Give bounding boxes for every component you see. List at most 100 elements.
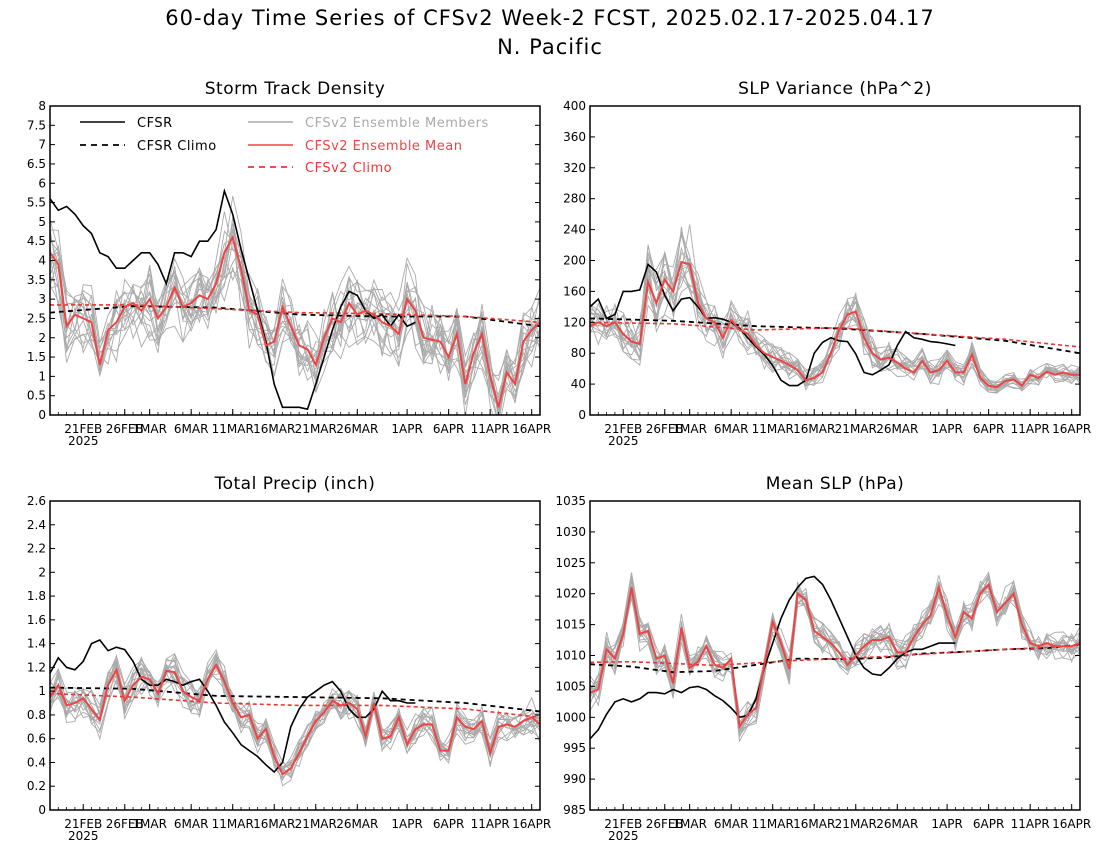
- x-tick-label: 11APR: [471, 422, 510, 436]
- ensemble-member-line: [50, 258, 540, 405]
- x-tick-label: 26FEB: [106, 422, 144, 436]
- x-tick-year-label: 2025: [68, 829, 99, 843]
- y-tick-label: 7: [38, 138, 46, 152]
- plot-area: [50, 188, 540, 415]
- y-tick-label: 2.6: [27, 494, 46, 508]
- y-tick-label: 990: [563, 772, 586, 786]
- y-tick-label: 985: [563, 803, 586, 817]
- y-tick-label: 240: [563, 223, 586, 237]
- ensemble-member-line: [590, 263, 1080, 392]
- x-tick-label: 11APR: [1011, 817, 1050, 831]
- y-tick-label: 2: [38, 331, 46, 345]
- ensemble-member-line: [590, 583, 1080, 737]
- cfsv2-climo-line: [50, 692, 540, 719]
- cfsr-climo-line: [590, 317, 1080, 355]
- y-tick-label: 1025: [555, 556, 586, 570]
- y-tick-label: 0: [38, 408, 46, 422]
- x-tick-label: 16MAR: [793, 817, 835, 831]
- y-tick-label: 6.5: [27, 157, 46, 171]
- cfsr-climo-line: [50, 686, 540, 713]
- x-tick-label: 26MAR: [876, 817, 918, 831]
- x-tick-label: 6APR: [433, 817, 464, 831]
- plot-area: [50, 639, 540, 787]
- x-tick-year-label: 2025: [608, 434, 639, 448]
- cfsv2-climo-line: [590, 644, 1080, 667]
- cfsv2-climo-line: [590, 321, 1080, 348]
- y-tick-label: 1020: [555, 587, 586, 601]
- x-tick-label: 11MAR: [752, 422, 794, 436]
- y-tick-label: 0.5: [27, 389, 46, 403]
- panel-title: SLP Variance (hPa^2): [738, 79, 932, 99]
- plot-frame: [49, 500, 541, 811]
- ensemble-member-line: [50, 229, 540, 415]
- x-tick-label: 1MAR: [672, 817, 707, 831]
- y-tick-label: 6: [38, 176, 46, 190]
- x-tick-label: 21FEB: [604, 422, 642, 436]
- y-tick-label: 1000: [555, 710, 586, 724]
- y-tick-label: 8: [38, 99, 46, 113]
- legend-label: CFSv2 Ensemble Mean: [305, 139, 462, 154]
- y-tick-label: 4.5: [27, 234, 46, 248]
- y-tick-label: 1.8: [27, 589, 46, 603]
- x-tick-label: 26FEB: [106, 817, 144, 831]
- ensemble-member-line: [50, 667, 540, 782]
- ensemble-mean-line: [590, 582, 1080, 730]
- y-tick-label: 1030: [555, 525, 586, 539]
- ensemble-mean-line: [590, 260, 1080, 389]
- y-tick-label: 0.2: [27, 779, 46, 793]
- y-tick-label: 1010: [555, 649, 586, 663]
- x-tick-label: 1APR: [391, 817, 422, 831]
- x-tick-label: 26MAR: [336, 817, 378, 831]
- x-tick-year-label: 2025: [68, 434, 99, 448]
- cfsv2-climo-line: [50, 304, 540, 324]
- ensemble-member-line: [590, 224, 1080, 390]
- x-tick-label: 21FEB: [64, 817, 102, 831]
- x-tick-label: 16MAR: [793, 422, 835, 436]
- x-tick-label: 11MAR: [212, 817, 254, 831]
- panel-title: Mean SLP (hPa): [766, 474, 905, 494]
- x-tick-label: 16APR: [1052, 422, 1091, 436]
- total-precip-panel: Total Precip (inch) 0 0.2 0.4 0.6 0.8 1 1.2 1.4 1…: [27, 474, 551, 843]
- mean-slp-panel: Mean SLP (hPa) 985 990 995 1000 1005 1010 1015 1…: [555, 474, 1091, 843]
- x-tick-label: 21MAR: [835, 817, 877, 831]
- y-tick-label: 320: [563, 161, 586, 175]
- y-tick-label: 1.2: [27, 660, 46, 674]
- x-tick-label: 16MAR: [253, 817, 295, 831]
- legend-label: CFSR Climo: [137, 139, 217, 154]
- x-tick-label: 1APR: [931, 817, 962, 831]
- panel-title: Total Precip (inch): [214, 474, 376, 494]
- x-tick-label: 11APR: [1011, 422, 1050, 436]
- y-tick-label: 1035: [555, 494, 586, 508]
- y-tick-label: 280: [563, 192, 586, 206]
- chart-legend: CFSR CFSR Climo CFSv2 Ensemble Members CFSv…: [80, 116, 488, 176]
- x-tick-label: 11APR: [471, 817, 510, 831]
- ensemble-member-line: [590, 226, 1080, 386]
- x-tick-label: 6MAR: [714, 817, 749, 831]
- y-tick-label: 3.5: [27, 273, 46, 287]
- x-tick-label: 6APR: [973, 422, 1004, 436]
- x-tick-label: 6MAR: [714, 422, 749, 436]
- x-tick-label: 1MAR: [132, 817, 167, 831]
- x-tick-label: 1APR: [931, 422, 962, 436]
- ensemble-member-line: [50, 653, 540, 772]
- x-tick-label: 6MAR: [174, 817, 209, 831]
- ensemble-member-line: [590, 246, 1080, 391]
- x-tick-label: 26FEB: [646, 422, 684, 436]
- slp-variance-panel: SLP Variance (hPa^2) 0 40 80 120 160 200 240 280…: [563, 79, 1091, 448]
- y-tick-label: 0: [578, 408, 586, 422]
- y-tick-label: 4: [38, 254, 46, 268]
- panel-title: Storm Track Density: [205, 79, 386, 99]
- x-tick-label: 6APR: [973, 817, 1004, 831]
- figure-subtitle: N. Pacific: [497, 35, 603, 59]
- x-tick-label: 16APR: [512, 422, 551, 436]
- y-tick-label: 995: [563, 741, 586, 755]
- x-tick-label: 21MAR: [295, 817, 337, 831]
- y-tick-label: 80: [571, 346, 586, 360]
- x-tick-label: 21MAR: [295, 422, 337, 436]
- x-tick-label: 26MAR: [336, 422, 378, 436]
- ensemble-member-line: [50, 256, 540, 415]
- x-tick-label: 21FEB: [604, 817, 642, 831]
- x-tick-label: 11MAR: [752, 817, 794, 831]
- y-tick-label: 360: [563, 130, 586, 144]
- y-tick-label: 2.4: [27, 518, 46, 532]
